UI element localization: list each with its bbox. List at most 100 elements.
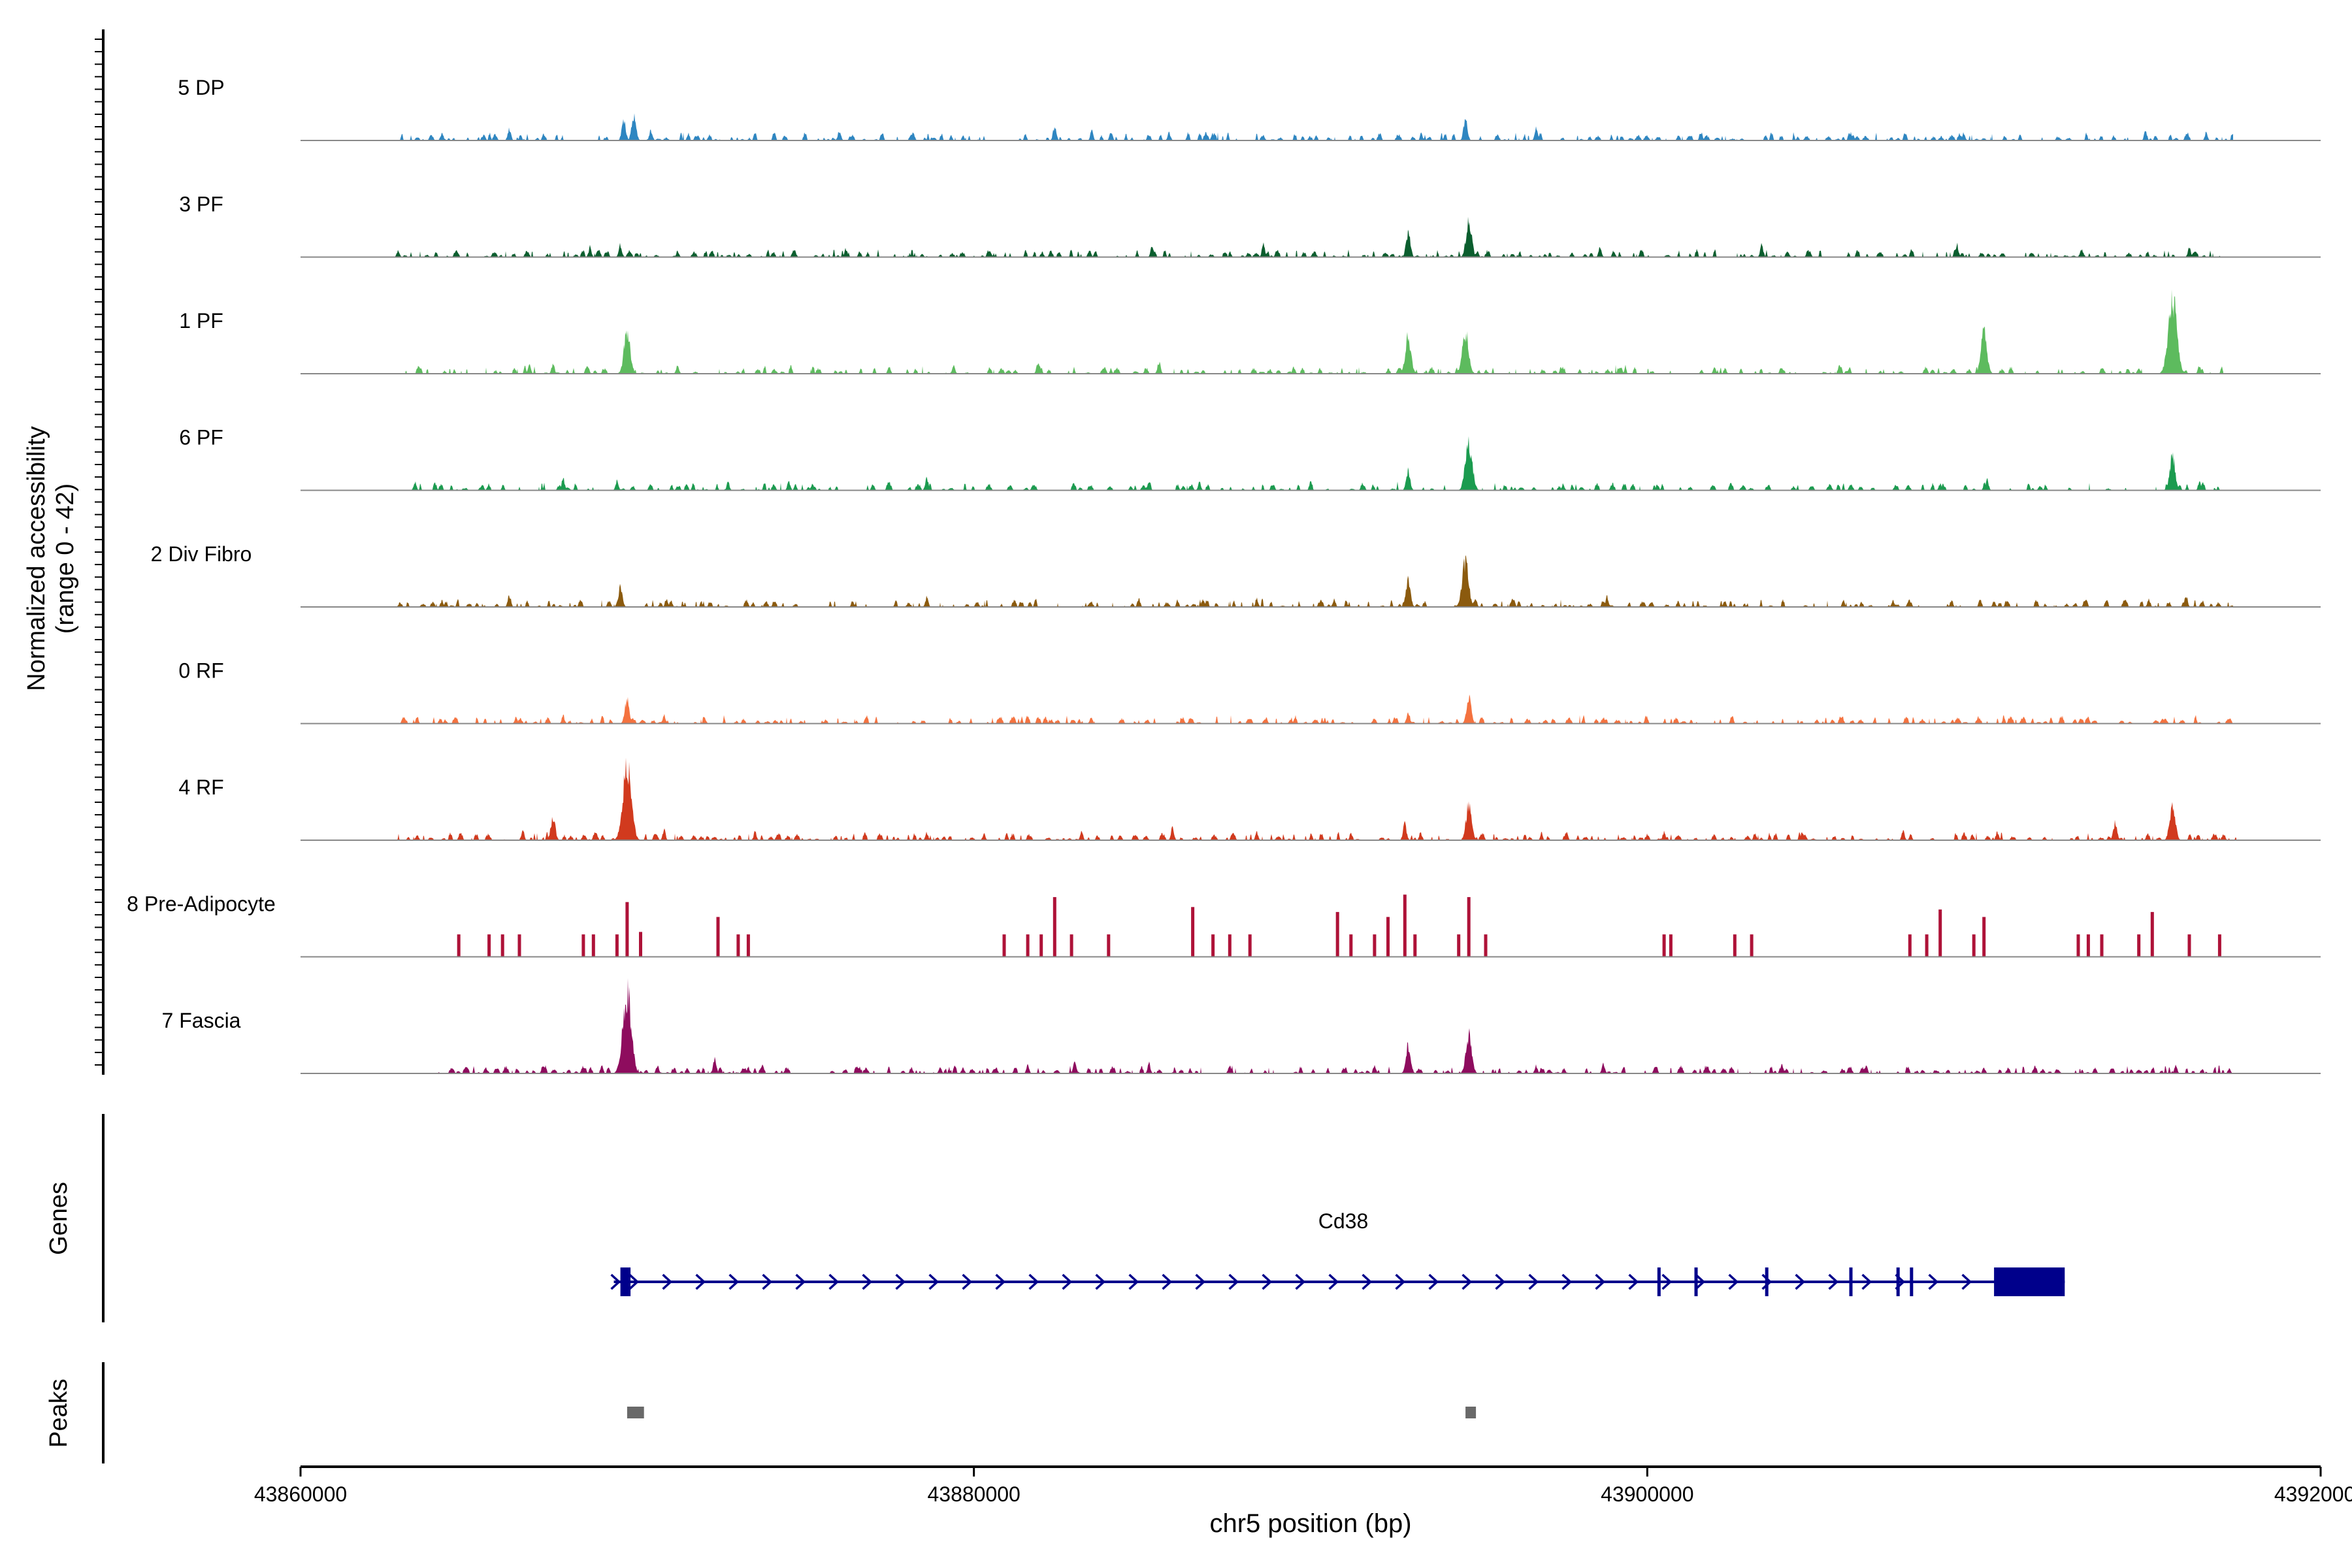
coverage-bar [2100, 934, 2104, 957]
coverage-bar [716, 917, 720, 957]
coverage-bar [1413, 934, 1417, 957]
coverage-bar [639, 932, 642, 957]
strand-chevron [1828, 1273, 1839, 1290]
strand-chevron [1062, 1273, 1073, 1290]
strand-chevron [1295, 1273, 1306, 1290]
strand-chevron [1761, 1273, 1772, 1290]
coverage-bar [1070, 934, 1073, 957]
coverage-bar [615, 934, 619, 957]
peak-region [627, 1407, 644, 1418]
coverage-bar [2137, 934, 2141, 957]
strand-chevron [1262, 1273, 1273, 1290]
strand-chevron [1661, 1273, 1673, 1290]
strand-chevron [1595, 1273, 1606, 1290]
coverage-bar [1053, 897, 1056, 957]
strand-chevron [1628, 1273, 1639, 1290]
coverage-bar [1982, 917, 1986, 957]
strand-chevron [862, 1273, 873, 1290]
coverage-bar [1972, 934, 1976, 957]
coverage-bar [457, 934, 461, 957]
coverage-bar [1039, 934, 1043, 957]
strand-chevron [1695, 1273, 1706, 1290]
coverage-bar [1107, 934, 1111, 957]
coverage-bar [591, 934, 595, 957]
strand-chevron [1395, 1273, 1406, 1290]
strand-chevron [1861, 1273, 1872, 1290]
coverage-bar [2187, 934, 2191, 957]
coverage-bar [487, 934, 491, 957]
strand-chevron [1162, 1273, 1173, 1290]
coverage-area [395, 436, 2227, 491]
coverage-bar [1026, 934, 1030, 957]
strand-chevron [1961, 1273, 1972, 1290]
gene-exon [1910, 1267, 1914, 1296]
coverage-area [398, 113, 2233, 140]
track-8-pre-adipocyte: 8 Pre-Adipocyte [127, 892, 2321, 958]
coverage-bar [1373, 934, 1377, 957]
gene-exon [620, 1267, 631, 1296]
strand-chevron [1328, 1273, 1339, 1290]
coverage-area [435, 978, 2233, 1073]
strand-chevron [1028, 1273, 1039, 1290]
strand-chevron [1462, 1273, 1473, 1290]
gene-exon [1896, 1267, 1900, 1296]
coverage-bar [517, 934, 521, 957]
y-axis-range-label: (range 0 - 42) [52, 483, 79, 634]
strand-chevron [1362, 1273, 1373, 1290]
gene-exon [1849, 1267, 1853, 1296]
gene-exon [1657, 1267, 1661, 1296]
x-tick-label: 43920000 [2274, 1482, 2352, 1506]
coverage-bar [1403, 894, 1407, 957]
strand-chevron [1728, 1273, 1739, 1290]
track-6-pf: 6 PF [179, 426, 2321, 491]
x-tick-label: 43900000 [1601, 1482, 1693, 1506]
track-5-dp: 5 DP [178, 76, 2321, 141]
coverage-bar [1669, 934, 1673, 957]
coverage-bar [1211, 934, 1215, 957]
coverage-bar [1484, 934, 1488, 957]
coverage-area [395, 694, 2233, 724]
track-label: 4 RF [178, 776, 223, 799]
strand-chevron [1495, 1273, 1506, 1290]
strand-chevron [1128, 1273, 1139, 1290]
accessibility-y-axis [95, 29, 105, 1075]
strand-chevron [795, 1273, 806, 1290]
coverage-area [395, 216, 2233, 257]
strand-chevron [629, 1273, 640, 1290]
strand-chevron [1095, 1273, 1106, 1290]
genes-panel-label: Genes [45, 1182, 73, 1255]
strand-chevron [695, 1273, 706, 1290]
track-label: 2 Div Fibro [151, 542, 252, 566]
coverage-bar [1386, 917, 1390, 957]
coverage-bar [746, 934, 750, 957]
peaks-panel-label: Peaks [45, 1379, 73, 1448]
x-tick-label: 43860000 [254, 1482, 347, 1506]
coverage-bar [2076, 934, 2080, 957]
gene-name-label: Cd38 [1318, 1209, 1369, 1233]
gene-exon [1694, 1267, 1698, 1296]
coverage-area [395, 757, 2236, 840]
strand-chevron [995, 1273, 1006, 1290]
strand-chevron [828, 1273, 840, 1290]
strand-chevron [1228, 1273, 1239, 1290]
gene-annotation-panel: Genes Cd38 [45, 1114, 2065, 1322]
strand-chevron [1428, 1273, 1439, 1290]
strand-chevron [762, 1273, 773, 1290]
coverage-bar [1457, 934, 1461, 957]
coverage-bar [1733, 934, 1737, 957]
track-label: 1 PF [179, 309, 223, 333]
track-3-pf: 3 PF [179, 193, 2321, 258]
coverage-bar [1750, 934, 1754, 957]
strand-chevron [1795, 1273, 1806, 1290]
strand-chevron [610, 1273, 621, 1290]
coverage-bar [2150, 911, 2154, 957]
coverage-area [395, 555, 2233, 607]
track-7-fascia: 7 Fascia [162, 978, 2321, 1074]
coverage-bar [1938, 909, 1942, 957]
peaks-panel: Peaks [45, 1362, 1477, 1463]
strand-chevron [1561, 1273, 1573, 1290]
strand-chevron [1928, 1273, 1939, 1290]
peak-region [1465, 1407, 1477, 1418]
strand-chevron [1195, 1273, 1206, 1290]
